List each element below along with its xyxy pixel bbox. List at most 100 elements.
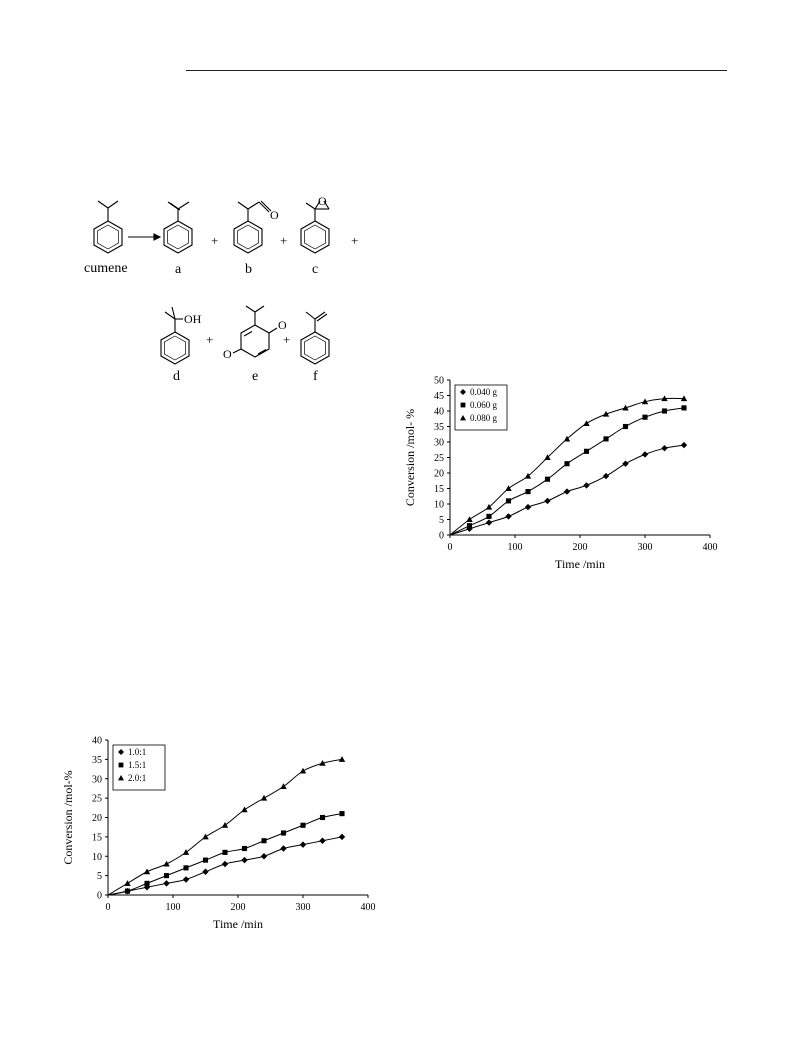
- chart1-series-1-point: [563, 488, 571, 495]
- chart1-legend-label: 0.060 g: [470, 400, 498, 410]
- chart2-series-1-point: [280, 845, 287, 852]
- chart2-series-3-point: [241, 806, 248, 813]
- chart1-y-tick-label: 45: [434, 391, 444, 402]
- chart2-y-tick-label: 25: [92, 794, 102, 805]
- plus-sign: +: [211, 233, 218, 248]
- chart1-x-tick-label: 0: [448, 542, 453, 553]
- chart2-series-1-point: [182, 876, 190, 883]
- chart1-legend-label: 0.080 g: [470, 413, 498, 423]
- chart1-series-3-point: [563, 435, 571, 442]
- chart2-series-3-point: [280, 783, 287, 790]
- chart1-series-3-point: [602, 410, 610, 417]
- chart2-series-2-point: [144, 880, 150, 886]
- chart2-y-tick-label: 15: [92, 832, 102, 843]
- chart1-y-tick-label: 30: [434, 438, 444, 449]
- product-f-label: f: [313, 369, 318, 382]
- chart2-series-1-point: [241, 856, 248, 864]
- chart2-series-2-point: [300, 822, 306, 828]
- plus-sign: +: [283, 332, 290, 347]
- product-e-structure: [232, 305, 278, 358]
- chart1-y-tick-label: 20: [434, 469, 444, 480]
- product-a-structure: [163, 201, 193, 254]
- chart1-series-3-point: [680, 395, 688, 402]
- chart2-y-tick-label: 20: [92, 813, 102, 824]
- chart1-series-2-point: [544, 476, 551, 482]
- chart1-legend-label: 0.040 g: [470, 387, 498, 397]
- chart2-x-tick-label: 200: [231, 902, 246, 913]
- chart1-y-tick-label: 25: [434, 453, 444, 464]
- chart2-y-tick-label: 0: [97, 891, 102, 902]
- chart1-series-1-point: [583, 482, 590, 489]
- chart1-series-2-point: [466, 523, 473, 529]
- chart1-y-tick-label: 15: [434, 484, 444, 495]
- chart2-x-axis-label: Time /min: [213, 917, 263, 931]
- chart2-legend-label: 2.0:1: [128, 773, 146, 783]
- e-top-oxygen-label: O: [278, 318, 287, 332]
- chart2-series-2-point: [222, 849, 228, 855]
- chart1-series-3-point: [505, 485, 512, 492]
- chart1-series-2-point: [564, 461, 570, 467]
- header-rule: [186, 70, 727, 71]
- conversion-vs-time-catalyst-chart: 0 5 10 15 20 25 30 35 40 45 50 0 100 200 300 400 Time /m…: [400, 370, 730, 585]
- product-b-label: b: [245, 262, 252, 277]
- product-d-label: d: [173, 369, 180, 382]
- chart2-y-tick-label: 35: [92, 755, 102, 766]
- chart1-series-1-point: [622, 460, 629, 467]
- chart2-series-1-point: [299, 841, 307, 848]
- chart2-series-1-point: [260, 853, 268, 860]
- chart1-legend-marker: [460, 402, 466, 408]
- chart1-x-axis-label: Time /min: [555, 557, 605, 571]
- chart2-series-3-point: [124, 880, 131, 886]
- c-oxygen-label: O: [318, 194, 327, 208]
- product-c-label: c: [312, 262, 318, 277]
- chart2-series-3-point: [338, 756, 346, 762]
- chart1-series-1-point: [641, 451, 649, 458]
- chart1-series-2-point: [622, 423, 629, 430]
- product-f-structure: [300, 311, 330, 365]
- chart2-y-tick-label: 10: [92, 852, 102, 863]
- cumene-label: cumene: [84, 261, 128, 276]
- chart2-y-tick-label: 30: [92, 774, 102, 785]
- chart1-series-2-point: [525, 489, 531, 495]
- chart2-series-2-point: [339, 811, 345, 817]
- chart2-y-tick-label: 5: [97, 871, 102, 882]
- chart1-series-1-point: [544, 497, 551, 505]
- chart2-series-2-point: [241, 845, 248, 852]
- chart2-y-tick-label: 40: [92, 736, 102, 747]
- chart2-series-2-point: [261, 838, 267, 844]
- chart1-series-2-point: [681, 405, 687, 411]
- chart1-series-2-point: [603, 436, 609, 442]
- chart1-series-2-point: [583, 448, 590, 454]
- chart2-x-tick-label: 400: [361, 902, 376, 913]
- chart2-series-3-point: [260, 794, 268, 801]
- chart1-series-1-point: [485, 519, 493, 526]
- chart2-series-3-point: [163, 860, 170, 867]
- chart1-series-3-point: [622, 404, 629, 411]
- chart2-series-3-point: [143, 868, 151, 875]
- plus-sign: +: [351, 233, 358, 248]
- chart1-series-1-point: [661, 445, 668, 452]
- chart-catalyst-svg: 0 5 10 15 20 25 30 35 40 45 50 0 100 200 300 400 Time /m…: [403, 376, 718, 572]
- product-d-structure: [160, 306, 190, 365]
- product-a-label: a: [175, 262, 182, 277]
- reaction-scheme: O O OH O O cumene a b c d e f + + + + +: [78, 192, 378, 384]
- cumene-structure: [93, 200, 123, 254]
- product-b-structure: [233, 200, 272, 254]
- chart1-x-tick-label: 100: [508, 542, 523, 553]
- chart1-series-1-point: [524, 503, 532, 511]
- chart2-series-2-point: [319, 814, 326, 821]
- chart1-series-3-point: [583, 420, 590, 426]
- chart2-series-3-point: [221, 822, 229, 828]
- chart2-legend-label: 1.0:1: [128, 747, 146, 757]
- chart1-series-3-point: [524, 472, 532, 479]
- chart1-legend-marker: [460, 389, 466, 395]
- chart2-x-tick-label: 300: [296, 902, 311, 913]
- conversion-vs-time-ratio-chart: 0 5 10 15 20 25 30 35 40 0 100 200 300 400 Time /min Co…: [58, 730, 388, 945]
- chart1-y-tick-label: 40: [434, 407, 444, 418]
- chart1-y-tick-label: 0: [439, 531, 444, 542]
- chart2-series-1-point: [202, 868, 209, 875]
- plus-sign: +: [280, 233, 287, 248]
- chart1-series-2-point: [505, 498, 512, 504]
- chart2-series-2-point: [202, 857, 209, 863]
